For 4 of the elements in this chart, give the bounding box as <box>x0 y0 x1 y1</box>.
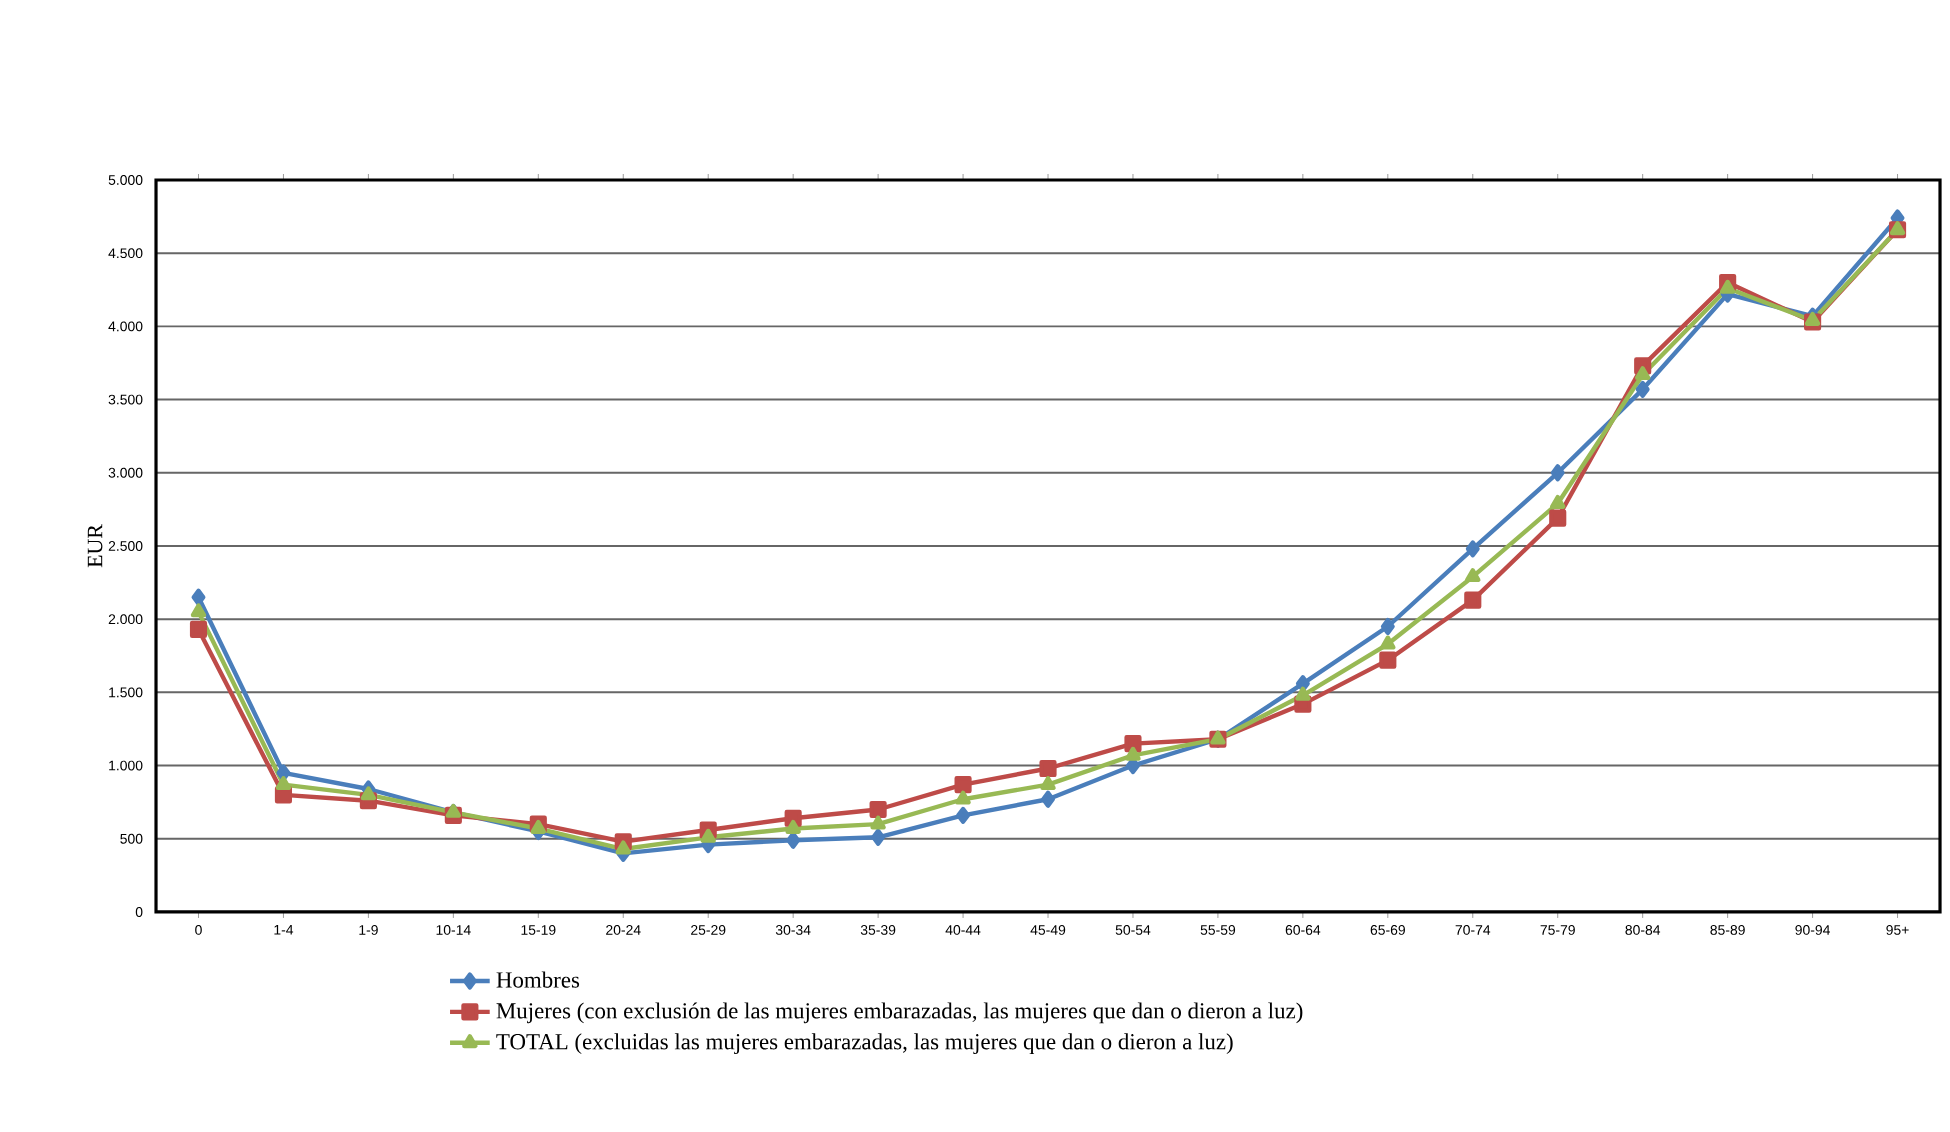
legend-label: Hombres <box>496 971 580 988</box>
y-axis-title: EUR <box>87 524 103 568</box>
legend-label: TOTAL (excluidas las mujeres embarazadas, las mujeres que dan o dieron a luz) <box>496 1033 1233 1055</box>
legend-label: Mujeres (con exclusión de las mujeres embarazadas, las mujeres que dan o dieron a luz) <box>496 1002 1303 1024</box>
